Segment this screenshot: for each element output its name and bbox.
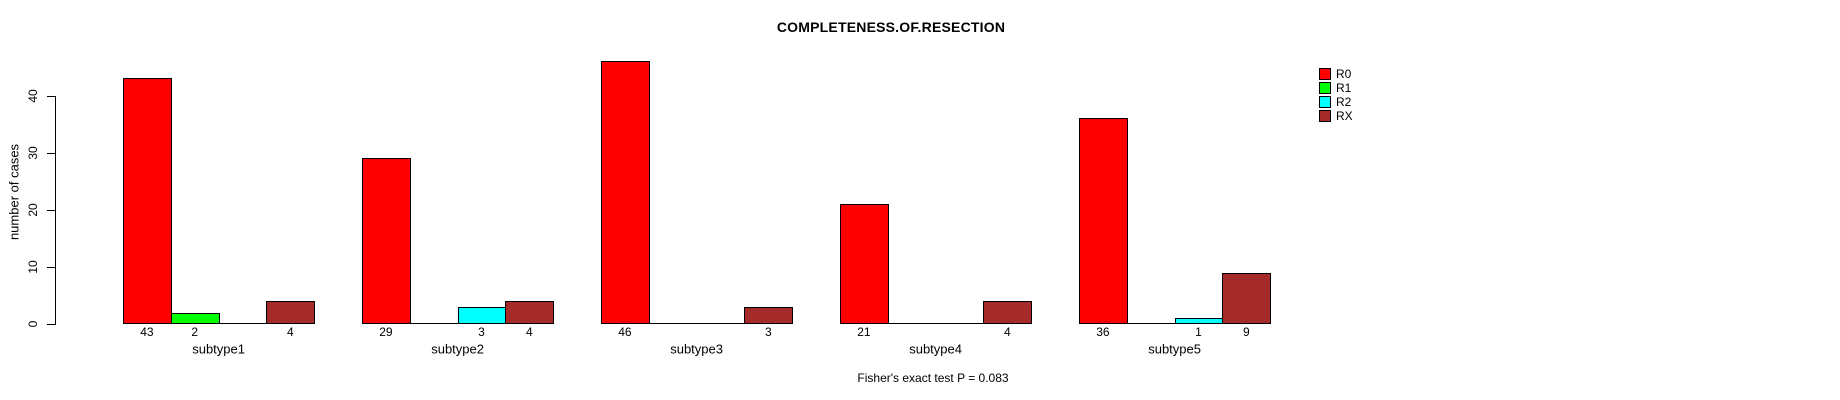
bar-r0-subtype1: [123, 78, 172, 324]
legend-label: R1: [1336, 81, 1352, 95]
legend-entry-r0: R0: [1319, 67, 1353, 81]
zero-bar-r2-subtype1: [218, 323, 268, 324]
zero-bar-r2-subtype4: [935, 323, 985, 324]
category-label-subtype1: subtype1: [192, 341, 245, 357]
legend-label: RX: [1336, 109, 1353, 123]
bar-r0-subtype2: [362, 158, 411, 324]
bar-count-label: 4: [286, 325, 294, 339]
bar-count-label: 4: [525, 325, 533, 339]
zero-bar-r1-subtype2: [409, 323, 459, 324]
bar-r0-subtype3: [601, 61, 650, 324]
bar-count-label: 29: [379, 325, 393, 339]
y-axis-tick-label: 0: [26, 320, 40, 328]
bar-rx-subtype2: [505, 301, 555, 324]
y-axis-tick: [47, 152, 55, 154]
y-axis-tick-label: 30: [26, 146, 40, 160]
zero-bar-r1-subtype3: [648, 323, 698, 324]
legend-swatch-rx: [1319, 110, 1331, 122]
bar-count-label: 3: [478, 325, 485, 339]
bar-r2-subtype2: [457, 307, 507, 324]
bar-r0-subtype4: [840, 204, 889, 324]
bar-rx-subtype1: [266, 301, 316, 324]
legend-swatch-r0: [1319, 68, 1331, 80]
category-label-subtype5: subtype5: [1148, 341, 1201, 357]
bar-rx-subtype3: [744, 307, 794, 324]
category-label-subtype3: subtype3: [670, 341, 723, 357]
y-axis-tick: [47, 95, 55, 97]
chart-title: COMPLETENESS.OF.RESECTION: [776, 19, 1006, 35]
legend-entry-rx: RX: [1319, 109, 1353, 123]
legend-entry-r2: R2: [1319, 95, 1353, 109]
bar-count-label: 4: [1003, 325, 1011, 339]
bar-rx-subtype4: [983, 301, 1033, 324]
zero-bar-r2-subtype3: [696, 323, 746, 324]
y-axis-line: [55, 95, 56, 325]
bar-count-label: 1: [1195, 325, 1202, 339]
annotation-text: Fisher's exact test P = 0.083: [857, 371, 1009, 385]
y-axis-tick-label: 20: [26, 203, 40, 217]
bar-count-label: 46: [618, 325, 632, 339]
bar-count-label: 2: [191, 325, 199, 339]
legend-swatch-r2: [1319, 96, 1331, 108]
category-label-subtype4: subtype4: [909, 341, 962, 357]
bar-count-label: 9: [1242, 325, 1250, 339]
legend-entry-r1: R1: [1319, 81, 1353, 95]
legend-label: R2: [1336, 95, 1352, 109]
y-axis-label: number of cases: [6, 143, 22, 241]
bar-count-label: 3: [764, 325, 772, 339]
y-axis-tick-label: 40: [26, 88, 40, 103]
legend-label: R0: [1336, 67, 1352, 81]
bar-rx-subtype5: [1222, 273, 1272, 324]
bar-count-label: 43: [140, 325, 154, 339]
bar-r1-subtype1: [170, 313, 220, 324]
y-axis-tick: [47, 266, 55, 268]
bar-count-label: 21: [857, 325, 871, 339]
y-axis-tick-label: 10: [26, 260, 40, 274]
y-axis-tick: [47, 209, 55, 211]
legend-swatch-r1: [1319, 82, 1331, 94]
zero-bar-r1-subtype5: [1126, 323, 1176, 324]
bar-r0-subtype5: [1079, 118, 1128, 324]
bar-count-label: 36: [1096, 325, 1110, 339]
zero-bar-r1-subtype4: [887, 323, 937, 324]
y-axis-tick: [47, 324, 55, 325]
category-label-subtype2: subtype2: [431, 341, 484, 357]
legend: R0 R1 R2 RX: [1319, 67, 1353, 123]
bar-r2-subtype5: [1174, 318, 1224, 324]
